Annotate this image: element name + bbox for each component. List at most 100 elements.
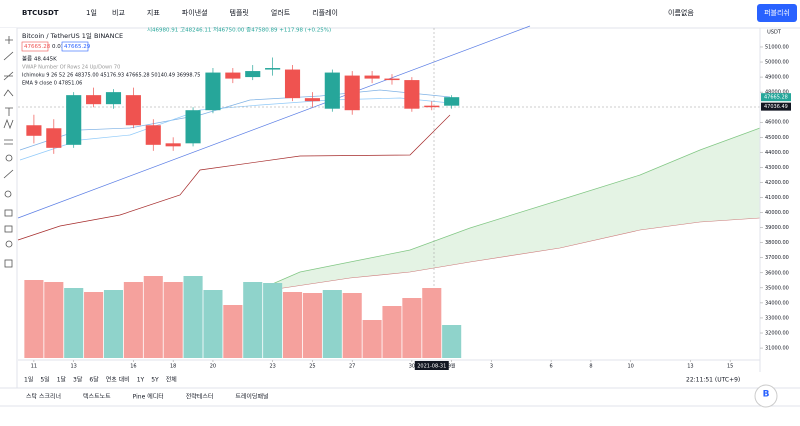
panel-tab[interactable]: 트레이딩패널: [235, 393, 268, 401]
candle-body: [125, 95, 141, 126]
legend-volume: 볼륨 48.445K: [22, 56, 57, 63]
last-price-box: [761, 93, 791, 102]
candle-body: [304, 98, 320, 102]
candle-body: [284, 69, 301, 99]
trend-line: [17, 25, 531, 219]
candle-body: [165, 143, 181, 147]
date-label: 8: [589, 364, 592, 370]
publish-label[interactable]: 퍼블리쉬: [764, 8, 790, 17]
volume-bar: [84, 292, 104, 358]
price-label: 39000.00: [765, 225, 789, 231]
candle-body: [344, 75, 360, 111]
volume-bar: [302, 293, 322, 358]
toolbar-item[interactable]: 지표: [147, 8, 160, 17]
volume-bar: [24, 280, 44, 358]
layout-name[interactable]: 이름없음: [668, 8, 694, 17]
bid-box: [21, 41, 49, 52]
axis-unit: USDT: [767, 30, 782, 36]
range-button[interactable]: 1일: [24, 376, 33, 384]
tool-icons[interactable]: [3, 36, 14, 268]
candle-body: [444, 97, 460, 106]
legend-ohlc: 시46980.91 고48246.11 저46750.00 종47580.89 …: [147, 26, 331, 34]
range-button[interactable]: 3달: [73, 376, 83, 384]
range-button[interactable]: 6달: [89, 376, 99, 384]
candle-body: [185, 110, 201, 144]
senkou-a: [269, 127, 761, 286]
toolbar-item[interactable]: 파이낸셜: [182, 8, 208, 17]
drawing-toolbar: [0, 28, 17, 388]
price-label: 36000.00: [765, 270, 789, 276]
crosshair-date-label: 2021-08-31: [417, 364, 446, 370]
top-toolbar: [0, 0, 800, 28]
symbol[interactable]: BTCUSDT: [22, 9, 59, 17]
legend-vwap: VWAP Number Of Rows 24 Up/Down 70: [22, 65, 120, 71]
price-label: 38000.00: [765, 240, 789, 246]
chikou-line: [17, 114, 451, 241]
volume-bar: [243, 282, 263, 358]
candle-body: [86, 95, 102, 105]
publish-button[interactable]: [757, 4, 797, 22]
ema-line: [19, 89, 451, 151]
date-label: 18: [170, 364, 176, 370]
price-label: 42000.00: [765, 180, 789, 186]
range-button[interactable]: 1달: [57, 376, 67, 384]
panel-tab[interactable]: 스탁 스크리너: [26, 393, 61, 401]
volume-bar: [322, 290, 342, 358]
clock: 22:11:51 (UTC+9): [686, 377, 740, 384]
range-button[interactable]: 5Y: [151, 377, 159, 384]
volume-bar: [123, 282, 143, 358]
bid: 47665.28: [24, 44, 51, 50]
volume-bar: [422, 288, 442, 358]
candle-body: [46, 128, 62, 148]
candle-body: [364, 75, 380, 79]
candle-body: [66, 95, 82, 145]
toolbar-item[interactable]: 템플릿: [230, 9, 249, 17]
ask-box: [61, 41, 89, 52]
price-label: 35000.00: [765, 285, 789, 291]
date-label: 27: [349, 364, 355, 370]
candle-body: [225, 72, 241, 79]
panel-tab[interactable]: Pine 에디터: [133, 393, 164, 401]
toolbar-item[interactable]: 얼러트: [271, 8, 291, 17]
candle-body: [205, 72, 221, 111]
range-button[interactable]: 1Y: [137, 377, 145, 384]
toolbar-item[interactable]: 리플레이: [312, 8, 338, 17]
date-label: 16: [130, 364, 136, 370]
date-label: 9월: [448, 363, 456, 370]
interval[interactable]: 1일: [86, 8, 97, 17]
ichimoku-cloud: [270, 128, 760, 290]
crosshair-date-box: [414, 361, 449, 370]
price-label: 34000.00: [765, 300, 789, 306]
panel-tab[interactable]: 전략테스터: [186, 393, 214, 401]
logo: [754, 384, 778, 408]
date-label: 15: [727, 364, 733, 370]
logo-mark: B: [763, 390, 770, 400]
range-button[interactable]: 5일: [40, 376, 49, 384]
candle-body: [26, 125, 42, 136]
date-label: 25: [309, 364, 315, 370]
toolbar-item[interactable]: 비교: [112, 8, 125, 17]
date-label: 10: [628, 364, 634, 370]
date-label: 13: [687, 364, 693, 370]
senkou-b: [269, 217, 761, 291]
volume-bar: [163, 282, 183, 358]
price-label: 31000.00: [765, 346, 789, 352]
price-label: 41000.00: [765, 195, 789, 201]
date-label: 13: [71, 364, 77, 370]
volume-bar: [342, 293, 362, 358]
price-label: 49000.00: [765, 75, 789, 81]
range-button[interactable]: 전체: [166, 376, 177, 384]
ask: 47665.29: [64, 44, 91, 50]
volume-bar: [442, 325, 462, 358]
candle-body: [424, 105, 440, 108]
range-button[interactable]: 연초 대비: [106, 376, 130, 384]
date-label: 23: [269, 364, 275, 370]
kijun-line: [19, 97, 451, 161]
panel-tab[interactable]: 텍스트노트: [83, 394, 111, 401]
candle-body: [245, 71, 261, 78]
last-price-label: 47665.28: [764, 95, 788, 101]
candle-body: [105, 92, 122, 105]
legend-ema: EMA 9 close 0 47851.06: [22, 81, 82, 87]
volume-bar: [64, 288, 84, 358]
volume-bar: [103, 290, 124, 358]
